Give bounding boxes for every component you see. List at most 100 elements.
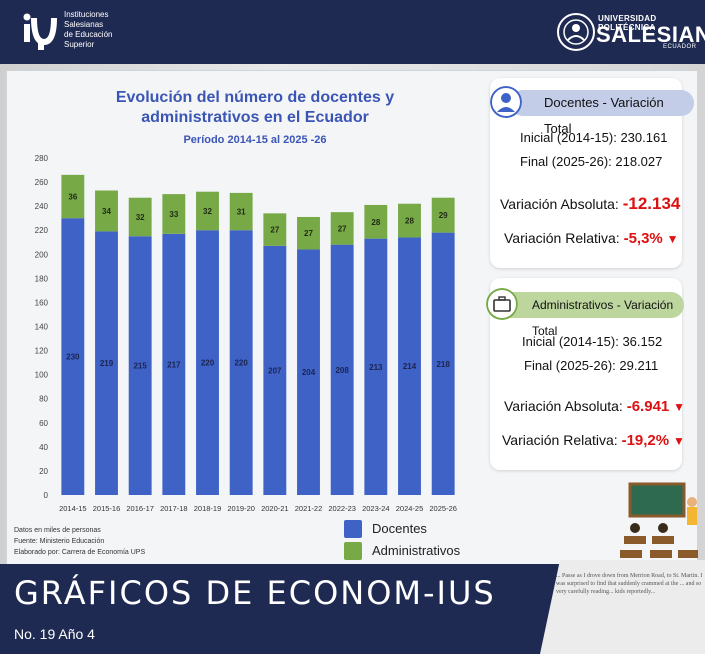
bar-docentes [263, 245, 287, 495]
x-tick-label: 2021-22 [295, 504, 323, 513]
bar-chart: 0 20 40 60 80 100 120 140 160 180 200 220 240 260 280 2… [35, 154, 457, 513]
docentes-abs-value: -12.134 [622, 194, 681, 213]
docentes-card-title: Docentes - Variación Total [510, 90, 694, 136]
docentes-final: Final (2025-26): 218.027 [520, 154, 663, 169]
y-tick-label: 120 [35, 347, 49, 356]
y-tick-label: 0 [44, 491, 49, 500]
y-tick-label: 20 [39, 467, 48, 476]
chart-subtitle: Período 2014-15 al 2025 -26 [183, 134, 327, 146]
data-label-docentes: 214 [403, 362, 417, 371]
ups-main-text: SALESIANA [596, 22, 705, 47]
note-units: Datos en miles de personas [14, 527, 101, 534]
data-label-administrativos: 27 [270, 226, 279, 235]
data-label-administrativos: 33 [169, 210, 178, 219]
legend-label-administrativos: Administrativos [372, 543, 461, 558]
data-label-docentes: 220 [234, 359, 248, 368]
bar-docentes [95, 231, 118, 495]
docentes-rel: Variación Relativa: -5,3% ▼ [504, 230, 679, 247]
docentes-rel-value: -5,3% [623, 230, 663, 247]
bar-administrativos [61, 174, 85, 219]
header-bar: Instituciones Salesianas de Educación Su… [0, 0, 705, 64]
bar-administrativos [398, 203, 421, 238]
data-label-docentes: 219 [100, 359, 114, 368]
docentes-abs: Variación Absoluta: -12.134 [500, 194, 680, 214]
data-label-docentes: 230 [66, 353, 80, 362]
ups-top-text: UNIVERSIDAD POLITÉCNICA [598, 14, 657, 32]
x-tick-label: 2014-15 [59, 504, 87, 513]
newspaper-text: ... Passe as I drove down from Merrion R… [556, 573, 703, 595]
legend-item-administrativos: Administrativos [344, 540, 504, 562]
chart-legend: Docentes Administrativos [344, 518, 504, 562]
data-label-administrativos: 28 [405, 217, 414, 226]
admin-card-title: Administrativos - Variación Total [498, 292, 684, 338]
ise-logo-icon [23, 13, 57, 50]
data-label-administrativos: 34 [102, 207, 111, 216]
legend-label-docentes: Docentes [372, 521, 427, 536]
docentes-rel-label: Variación Relativa: [504, 230, 620, 246]
x-tick-label: 2023-24 [362, 504, 390, 513]
bar-administrativos [196, 191, 219, 231]
docentes-abs-label: Variación Absoluta: [500, 196, 619, 212]
y-tick-label: 140 [35, 323, 49, 332]
legend-item-docentes: Docentes [344, 518, 504, 540]
data-label-docentes: 208 [335, 366, 349, 375]
bar-administrativos [297, 216, 320, 250]
ise-name: Instituciones Salesianas de Educación Su… [64, 10, 113, 49]
bar-docentes [128, 236, 152, 495]
bar-docentes [196, 230, 219, 495]
x-tick-label: 2024-25 [396, 504, 424, 513]
bar-docentes [297, 249, 320, 495]
y-tick-label: 240 [35, 202, 49, 211]
admin-rel-label: Variación Relativa: [502, 432, 618, 448]
ups-sub-text: ECUADOR [663, 44, 697, 50]
admin-abs: Variación Absoluta: -6.941 ▼ [504, 398, 685, 415]
y-tick-label: 60 [39, 419, 48, 428]
admin-final: Final (2025-26): 29.211 [524, 358, 659, 373]
bar-docentes [61, 218, 85, 495]
admin-rel: Variación Relativa: -19,2% ▼ [502, 432, 685, 449]
y-tick-label: 220 [35, 226, 49, 235]
issue-number: No. 19 Año 4 [14, 626, 95, 642]
footer-title: GRÁFICOS DE ECONOM-IUS [14, 574, 496, 612]
bar-docentes [398, 237, 421, 495]
bar-docentes [330, 244, 354, 495]
x-tick-label: 2022-23 [328, 504, 356, 513]
y-tick-label: 160 [35, 298, 49, 307]
chart-title: Evolución del número de docentes y admin… [115, 89, 395, 126]
footnotes: Datos en miles de personas Fuente: Minis… [14, 525, 145, 558]
bar-docentes [162, 233, 186, 495]
teacher-icon [490, 86, 522, 118]
data-label-docentes: 217 [167, 360, 181, 369]
admin-rel-value: -19,2% [621, 432, 670, 449]
bar-administrativos [128, 197, 152, 237]
teacher-icon [344, 520, 362, 538]
bar-administrativos [330, 212, 354, 245]
x-tick-label: 2025-26 [429, 504, 457, 513]
x-tick-label: 2019-20 [227, 504, 255, 513]
y-tick-label: 280 [35, 154, 49, 163]
bar-docentes [229, 230, 253, 495]
y-tick-label: 260 [35, 178, 49, 187]
bar-administrativos [364, 204, 388, 239]
data-label-administrativos: 36 [68, 193, 77, 202]
y-tick-label: 200 [35, 250, 49, 259]
bar-docentes [364, 238, 388, 495]
briefcase-icon [344, 542, 362, 560]
bar-administrativos [95, 190, 118, 232]
down-arrow-icon: ▼ [666, 232, 679, 246]
data-label-docentes: 215 [133, 362, 147, 371]
data-label-administrativos: 27 [304, 229, 313, 238]
admin-abs-value: -6.941 [626, 398, 670, 415]
bar-administrativos [431, 197, 455, 233]
y-tick-label: 80 [39, 395, 48, 404]
bar-administrativos [162, 194, 186, 234]
data-label-docentes: 213 [369, 363, 383, 372]
data-label-docentes: 207 [268, 366, 282, 375]
bar-docentes [431, 232, 455, 495]
x-tick-label: 2020-21 [261, 504, 289, 513]
docentes-card: Docentes - Variación Total Inicial (2014… [490, 78, 694, 268]
data-label-administrativos: 27 [338, 224, 347, 233]
bar-administrativos [229, 192, 253, 231]
data-label-administrativos: 29 [439, 211, 448, 220]
data-label-docentes: 218 [436, 360, 450, 369]
